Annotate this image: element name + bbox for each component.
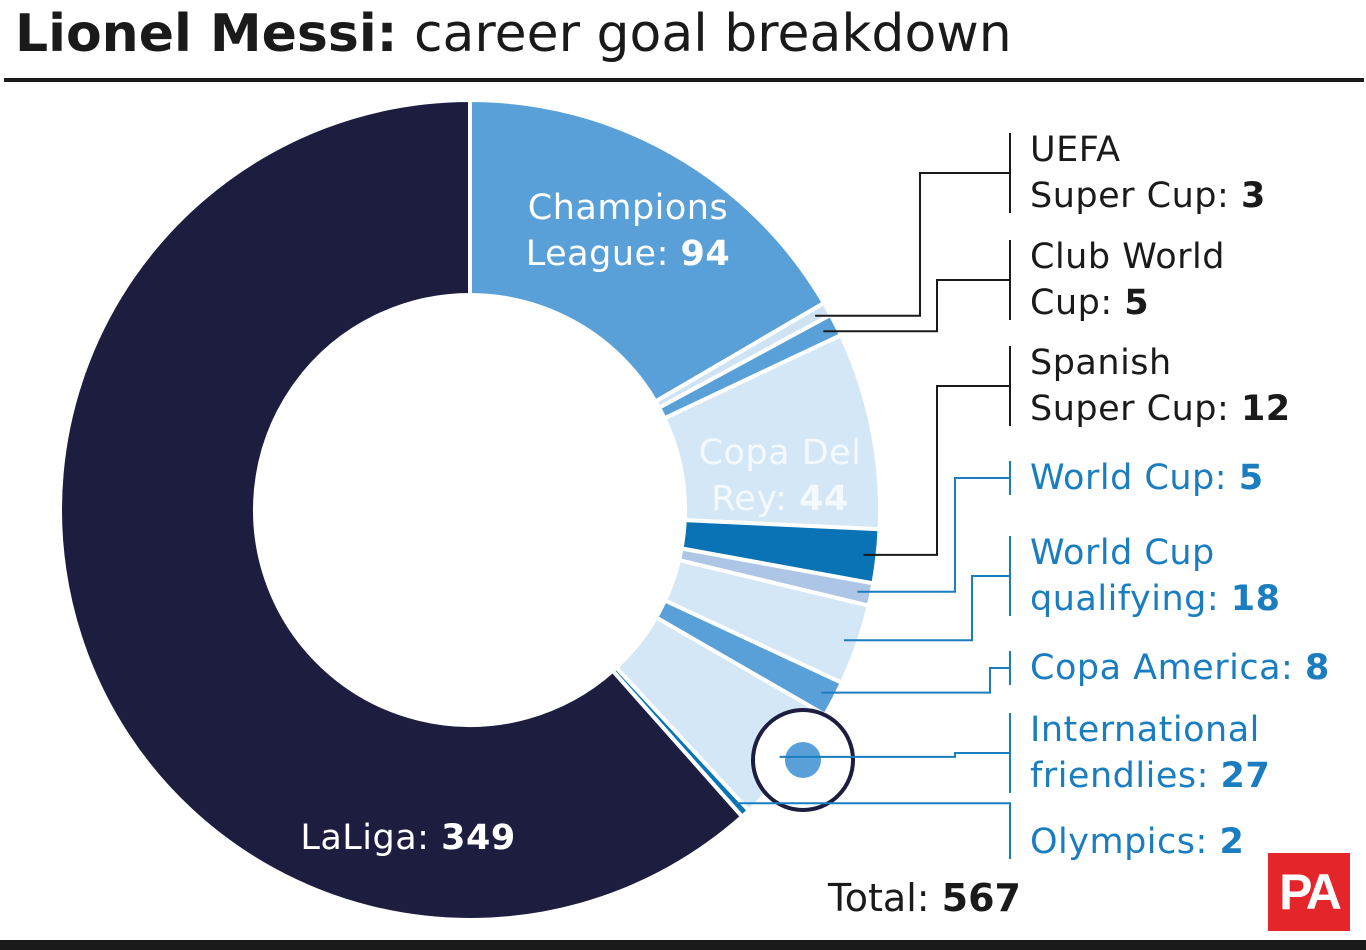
slice-label: Olympics: 2 (1030, 819, 1244, 865)
slice-name: LaLiga: (300, 818, 430, 858)
leader-line (823, 279, 1010, 333)
total: Total: 567 (828, 876, 1021, 920)
total-value: 567 (941, 876, 1021, 920)
slice-value: 18 (1230, 579, 1281, 619)
slice-value: 27 (1220, 756, 1271, 796)
slice-value: 5 (1238, 458, 1264, 498)
slice-name: Copa Del Rey: (698, 433, 862, 519)
donut-slice (58, 97, 745, 922)
slice-label: Copa Del Rey: 44 (620, 430, 940, 522)
slice-label: Champions League: 94 (468, 185, 788, 277)
slice-name: Spanish Super Cup: (1030, 343, 1230, 429)
leader-line (863, 385, 1010, 556)
total-label: Total: (828, 876, 930, 920)
slice-value: 12 (1240, 389, 1291, 429)
title: Lionel Messi: career goal breakdown (15, 4, 1012, 64)
slice-value: 349 (441, 818, 516, 858)
slice-label: World Cup qualifying: 18 (1030, 530, 1281, 622)
slice-name: World Cup qualifying: (1030, 533, 1220, 619)
slice-label: Copa America: 8 (1030, 645, 1330, 691)
leader-line (736, 802, 1011, 842)
donut-slice (468, 97, 827, 405)
logo: PA (1268, 853, 1350, 931)
slice-label: World Cup: 5 (1030, 455, 1264, 501)
slice-label: LaLiga: 349 (248, 815, 568, 861)
bottom-rule (0, 940, 1366, 950)
title-bold: Lionel Messi: (15, 4, 398, 64)
slice-name: Club World Cup: (1030, 237, 1225, 323)
slice-name: World Cup: (1030, 458, 1228, 498)
slice-name: UEFA Super Cup: (1030, 130, 1230, 216)
slice-name: Champions League: (525, 188, 729, 274)
slice-value: 2 (1219, 822, 1245, 862)
leader-line (821, 667, 1010, 694)
top-rule (4, 78, 1364, 82)
slice-value: 5 (1124, 283, 1150, 323)
slice-value: 44 (799, 479, 849, 519)
slice-label: International friendlies: 27 (1030, 707, 1270, 799)
ball-star (785, 742, 821, 778)
slice-label: Club World Cup: 5 (1030, 234, 1225, 326)
leader-line (779, 752, 1010, 758)
subtitle: career goal breakdown (413, 4, 1012, 64)
slice-label: UEFA Super Cup: 3 (1030, 127, 1266, 219)
slice-label: Spanish Super Cup: 12 (1030, 340, 1291, 432)
leader-line (815, 172, 1010, 317)
slice-value: 94 (680, 234, 731, 274)
slice-value: 8 (1304, 648, 1330, 688)
slice-value: 3 (1240, 176, 1266, 216)
slice-name: Olympics: (1030, 822, 1208, 862)
leader-line (857, 477, 1010, 593)
slice-name: Copa America: (1030, 648, 1294, 688)
leader-line (843, 575, 1010, 642)
slice-name: International friendlies: (1030, 710, 1260, 796)
